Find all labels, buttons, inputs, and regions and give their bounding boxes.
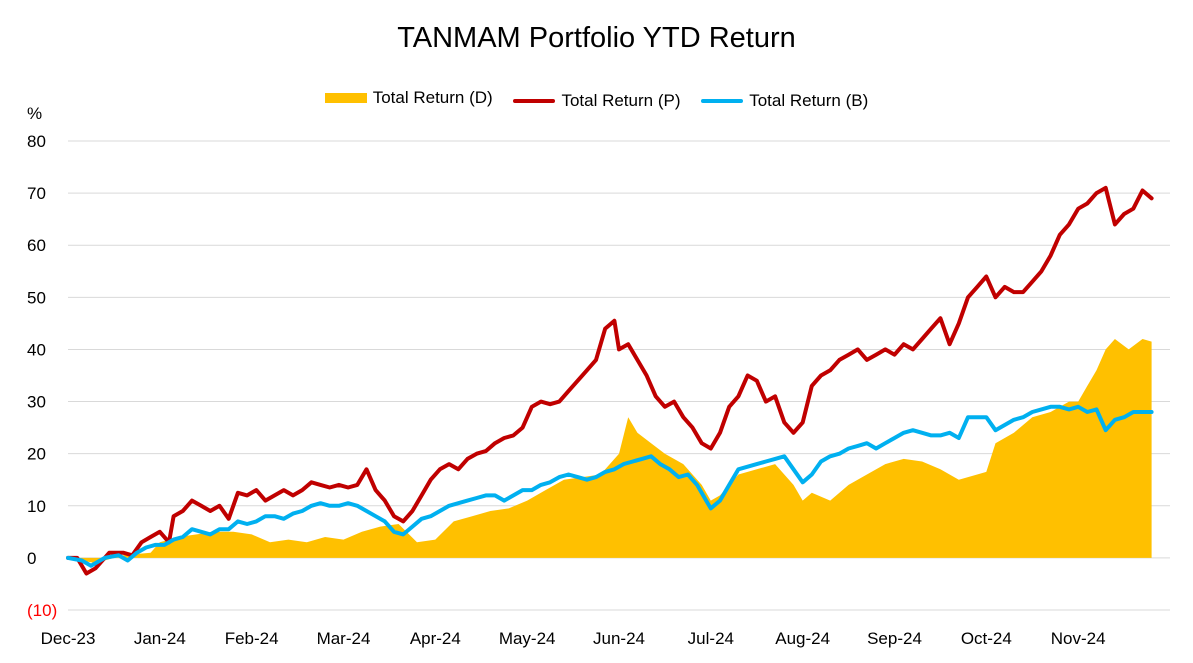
y-tick-label: 20 [27,445,46,464]
legend-swatch-b [701,99,744,103]
x-tick-label: Jul-24 [688,629,734,648]
x-tick-label: Aug-24 [775,629,830,648]
chart-legend: Total Return (D) Total Return (P) Total … [0,88,1193,111]
series-area-d [68,339,1152,564]
x-tick-label: Mar-24 [317,629,371,648]
y-tick-label: 50 [27,288,46,307]
y-tick-label: 60 [27,236,46,255]
series-line-p [66,185,1154,576]
x-tick-label: Oct-24 [961,629,1012,648]
x-tick-label: Apr-24 [410,629,461,648]
axis-labels: % 80 70 60 50 40 30 20 10 0 (10) Dec-23 Jan-24 Feb-2… [27,104,1106,648]
area-series-layer [68,339,1152,564]
legend-label-b: Total Return (B) [749,91,869,110]
y-tick-label: (10) [27,601,57,620]
x-tick-label: Sep-24 [867,629,922,648]
chart-title: TANMAM Portfolio YTD Return [397,22,796,54]
legend-swatch-d [324,93,367,103]
y-tick-label: 80 [27,132,46,151]
y-tick-label: 10 [27,497,46,516]
x-tick-label: Jan-24 [134,629,186,648]
x-tick-label: Feb-24 [225,629,279,648]
x-tick-label: Nov-24 [1051,629,1106,648]
y-tick-label: 0 [27,549,36,568]
y-tick-label: 40 [27,340,46,359]
legend-item-d: Total Return (D) [324,88,493,108]
line-series-layer [66,185,1154,576]
y-tick-label: 30 [27,393,46,412]
legend-label-p: Total Return (P) [561,91,681,110]
legend-label-d: Total Return (D) [372,88,493,107]
x-tick-label: Jun-24 [593,629,645,648]
x-tick-label: Dec-23 [41,629,96,648]
y-axis-unit-label: % [27,104,42,123]
series-line-b [66,404,1154,568]
x-tick-label: May-24 [499,629,556,648]
legend-swatch-p [513,99,556,103]
y-tick-label: 70 [27,184,46,203]
legend-item-b: Total Return (B) [701,91,868,111]
legend-item-p: Total Return (P) [513,91,680,111]
